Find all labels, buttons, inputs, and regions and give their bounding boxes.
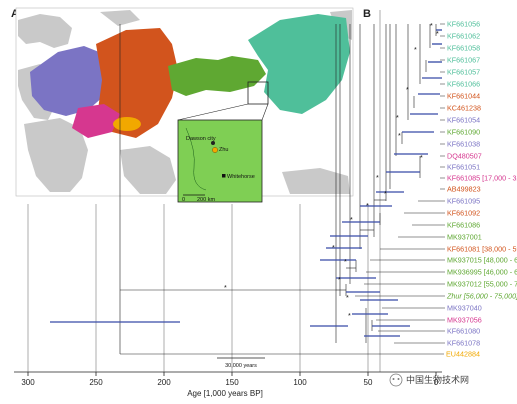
support-marker: *: [366, 201, 369, 210]
tip-label: MK937056: [447, 316, 482, 325]
zhu-site-marker: [212, 147, 218, 153]
tip-label: KF661066: [447, 80, 480, 89]
x-tick-label: 250: [89, 378, 103, 387]
watermark: 中国生物技术网: [389, 373, 469, 387]
region-purple: [30, 46, 110, 116]
tip-label: EU442884: [446, 350, 480, 359]
tip-label: KF661078: [447, 339, 480, 348]
inset-map: Dawson city Zhu Whitehorse 0 200 km: [177, 119, 263, 203]
tip-label: KF661085 [17,000 - 32,000]: [447, 174, 517, 183]
scale-bar-label: 30,000 years: [225, 363, 257, 369]
support-marker: *: [344, 257, 347, 266]
tip-label: KF661062: [447, 32, 480, 41]
x-tick-label: 300: [21, 378, 35, 387]
tip-label: KF661080: [447, 327, 480, 336]
panel-label-a: A: [11, 8, 19, 20]
tip-label: KF661058: [447, 44, 480, 53]
tip-label: MK936995 [46,000 - 62,000]: [447, 268, 517, 277]
land-southeast-asia: [120, 146, 176, 194]
x-tick-label: 150: [225, 378, 239, 387]
tip-label: KF661057: [447, 68, 480, 77]
support-marker: *: [398, 131, 401, 140]
tip-label: KF661054: [447, 116, 480, 125]
support-marker: *: [376, 173, 379, 182]
support-marker: *: [332, 243, 335, 252]
support-marker: *: [338, 275, 341, 284]
support-marker: *: [414, 45, 417, 54]
land-europe-north: [18, 14, 72, 48]
wechat-icon: [389, 373, 403, 387]
region-green: [168, 56, 266, 96]
inset-place-whitehorse: Whitehorse: [227, 174, 255, 180]
inset-place-dawson: Dawson city: [186, 136, 216, 142]
tip-label: MK937015 [48,000 - 66,000]: [447, 256, 517, 265]
tip-label: Zhur [56,000 - 75,000]: [446, 292, 517, 301]
support-marker: *: [350, 215, 353, 224]
land-arctic-islands: [100, 10, 140, 26]
whitehorse-marker: [222, 174, 226, 178]
support-marker: *: [396, 113, 399, 122]
support-marker: *: [348, 311, 351, 320]
support-marker: *: [346, 293, 349, 302]
x-tick-label: 50: [364, 378, 373, 387]
land-africa: [24, 118, 88, 192]
tip-label: KF661056: [447, 20, 480, 29]
x-axis-label: Age [1,000 years BP]: [187, 389, 263, 398]
time-axis: 300 250 200 150 100 50 0 Age [1,000 years BP] …: [14, 10, 442, 398]
tip-label: MK937012 [55,000 - 75,000]: [447, 280, 517, 289]
phylogenetic-tree: KF661056 KF661062 KF661058 KF661067 KF661057…: [50, 20, 517, 359]
support-marker: *: [436, 29, 439, 38]
region-teal: [248, 14, 350, 114]
locator-line-left: [177, 103, 249, 121]
support-marker: *: [420, 153, 423, 162]
tip-label: KF661086: [447, 221, 480, 230]
inset-frame: [177, 119, 263, 203]
locator-box: [247, 81, 269, 105]
dawson-city-marker: [211, 141, 215, 145]
support-marker: *: [384, 189, 387, 198]
panel-label-b: B: [363, 8, 371, 20]
inset-river: [185, 127, 207, 191]
tip-label: KF661044: [447, 92, 480, 101]
support-marker: *: [406, 85, 409, 94]
x-tick-label: 200: [157, 378, 171, 387]
tip-label: AB499823: [447, 185, 481, 194]
watermark-text: 中国生物技术网: [406, 374, 469, 386]
tip-label: KF661092: [447, 209, 480, 218]
x-tick-label: 0: [434, 378, 439, 387]
tip-label: KF661081 [38,000 - 59,000]: [447, 245, 517, 254]
tip-label: KF661038: [447, 140, 480, 149]
tip-label: MK937001: [447, 233, 482, 242]
locator-line-right: [261, 103, 269, 121]
support-marker: *: [430, 21, 433, 30]
region-orange: [96, 28, 178, 138]
tip-label: KC461238: [447, 104, 481, 113]
tip-label: DQ480507: [447, 152, 482, 161]
support-marker: *: [224, 283, 227, 292]
land-oceania: [282, 168, 350, 194]
x-axis-ticks: 300 250 200 150 100 50 0: [21, 10, 439, 387]
tip-label: KF661067: [447, 56, 480, 65]
tip-label: KF661095: [447, 197, 480, 206]
inset-scale-200: 200 km: [197, 197, 215, 203]
inset-scale-0: 0: [182, 197, 185, 203]
x-tick-label: 100: [293, 378, 307, 387]
tip-label: KF661051: [447, 163, 480, 172]
tip-label: MK937040: [447, 304, 482, 313]
tip-label: KF661090: [447, 128, 480, 137]
inset-place-zhu: Zhu: [219, 147, 228, 153]
region-magenta: [72, 104, 120, 138]
region-yellow: [113, 117, 141, 131]
